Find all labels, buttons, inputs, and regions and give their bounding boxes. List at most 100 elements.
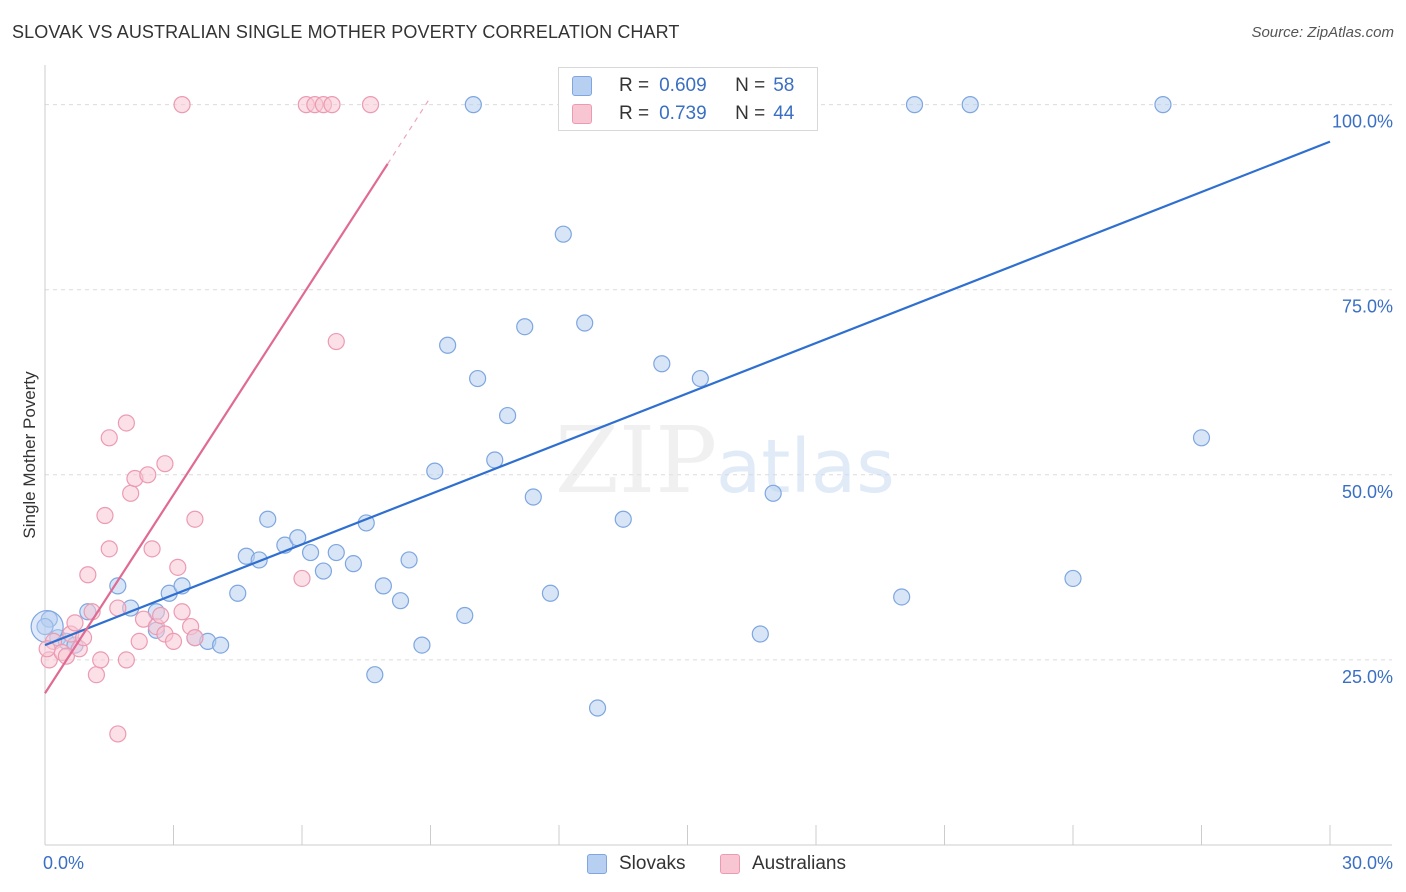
slovaks-point [374,577,392,595]
y-tick-label: 25.0% [1342,667,1393,687]
slovaks-point [499,406,517,425]
slovaks-point [961,96,979,114]
slovaks-swatch [572,76,592,96]
slovaks-point [36,617,54,636]
watermark-zip: ZIP [555,407,717,514]
y-tick-label: 100.0% [1332,112,1393,132]
australians-point [122,484,140,502]
slovaks-point [764,484,782,502]
r-label: R = [619,75,650,96]
r-value: 0.609 [659,75,707,96]
australians-point [152,606,170,625]
australians-point [109,725,127,743]
slovaks-point [541,584,560,602]
n-label: N = [735,103,766,124]
australians-points [38,96,380,743]
r-value: 0.739 [659,103,707,124]
australians-point [87,666,106,684]
watermark-atlas: atlas [716,424,895,510]
australians-point [143,540,161,558]
slovaks-point [314,562,333,580]
slovaks-point [366,666,384,684]
slovaks-point [751,625,769,643]
legend-item-slovaks[interactable]: Slovaks [587,851,686,877]
n-value: 44 [773,103,795,124]
slovaks-point [905,96,924,114]
n-label: N = [735,75,766,96]
slovaks-point [524,488,542,506]
australians-point [117,414,135,432]
r-label: R = [619,103,650,124]
source-label: Source: ZipAtlas.com [1251,24,1394,41]
x-tick-label: 0.0% [43,853,84,873]
slovaks-point [229,584,247,602]
slovaks-point [327,543,345,562]
slovaks-point [259,510,277,528]
axes [44,65,1392,846]
australians-point [66,614,84,632]
australians-point [130,632,148,650]
slovaks-point [456,606,474,625]
slovaks-point [653,355,671,373]
slovaks-point [588,699,607,717]
slovaks-point [301,543,320,562]
slovaks-point [469,369,487,388]
slovaks-point [426,462,444,480]
slovaks-point [400,551,418,569]
slovaks-point [691,369,709,388]
australians-point [186,629,204,647]
slovaks-point [464,96,482,114]
y-tick-label: 75.0% [1342,297,1393,317]
australians-point [164,632,183,650]
correlation-legend: R = 0.609 N = 58 R = 0.739 N = 44 [558,67,818,131]
slovaks-point [614,510,632,528]
australians-point [134,610,153,628]
australians-point [323,96,341,114]
australians-legend-swatch [720,854,740,874]
y-tick-label: 50.0% [1342,482,1393,502]
australians-point [327,332,345,351]
slovaks-point [212,636,230,654]
slovaks-legend-swatch [587,854,607,874]
australians-point [100,540,118,558]
slovaks-legend-label: Slovaks [619,853,686,874]
watermark: ZIP atlas [555,407,895,514]
legend-row-australians: R = 0.739 N = 44 [572,100,795,128]
tick-labels: 25.0% 50.0% 75.0% 100.0% 0.0% 30.0% [43,112,1393,873]
australians-point [156,455,174,473]
australians-point [173,96,191,114]
australians-point [169,558,187,576]
slovaks-point [1154,96,1172,114]
legend-item-australians[interactable]: Australians [720,851,846,877]
australians-point [100,429,118,447]
australians-point [38,640,56,658]
australians-point [92,651,110,669]
australians-point [139,466,157,484]
slovaks-trend-line [44,140,1331,647]
slovaks-point [413,636,431,654]
australians-point [96,506,114,525]
slovaks-point [893,588,911,606]
australians-trend-extension [387,96,432,165]
slovaks-point [554,225,572,243]
slovaks-point [576,314,594,332]
slovaks-point [109,577,127,595]
australians-point [79,566,97,584]
n-value: 58 [773,75,795,96]
chart-title: SLOVAK VS AUSTRALIAN SINGLE MOTHER POVER… [12,22,680,42]
australians-swatch [572,104,592,124]
x-tick-label: 30.0% [1342,853,1393,873]
slovaks-point [439,336,457,354]
slovaks-point [250,551,268,569]
australians-trend-line [44,163,389,694]
australians-point [173,603,191,621]
legend-row-slovaks: R = 0.609 N = 58 [572,72,795,100]
australians-point [117,651,135,669]
australians-point [361,96,380,114]
slovaks-point [516,318,534,336]
australians-point [186,510,204,528]
gridlines [45,104,1392,661]
slovaks-point [391,592,410,610]
australians-point [293,569,311,588]
